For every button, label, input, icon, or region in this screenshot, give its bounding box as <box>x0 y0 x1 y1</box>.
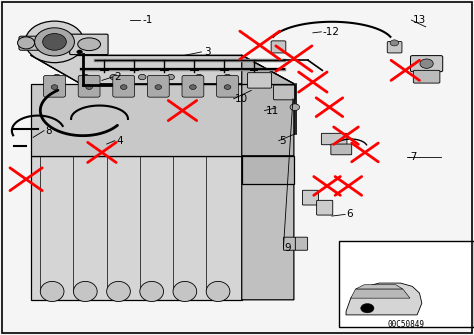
FancyBboxPatch shape <box>283 237 296 250</box>
Text: 3: 3 <box>204 47 210 57</box>
Ellipse shape <box>140 281 164 302</box>
Circle shape <box>195 74 203 80</box>
Circle shape <box>190 85 196 89</box>
Polygon shape <box>346 283 422 315</box>
Circle shape <box>77 50 82 54</box>
Polygon shape <box>242 55 294 156</box>
Circle shape <box>155 85 162 89</box>
Polygon shape <box>356 285 403 289</box>
Text: 10: 10 <box>235 94 248 104</box>
FancyBboxPatch shape <box>331 144 352 155</box>
Circle shape <box>167 74 174 80</box>
Text: 13: 13 <box>412 15 426 25</box>
Circle shape <box>86 85 92 89</box>
FancyBboxPatch shape <box>44 75 65 97</box>
Ellipse shape <box>40 281 64 302</box>
FancyBboxPatch shape <box>295 237 308 250</box>
Circle shape <box>361 304 374 313</box>
Text: 8: 8 <box>45 126 52 136</box>
Circle shape <box>120 85 127 89</box>
Polygon shape <box>31 84 242 156</box>
Text: 2: 2 <box>114 72 120 82</box>
Text: 5: 5 <box>280 136 286 146</box>
Text: -12: -12 <box>322 27 339 37</box>
Polygon shape <box>242 156 294 184</box>
FancyBboxPatch shape <box>321 133 347 145</box>
Circle shape <box>224 85 231 89</box>
Text: 11: 11 <box>265 106 279 116</box>
Text: -1: -1 <box>142 15 153 25</box>
Ellipse shape <box>107 281 130 302</box>
Circle shape <box>18 37 35 49</box>
FancyBboxPatch shape <box>273 85 295 100</box>
Text: 9: 9 <box>284 243 291 253</box>
Circle shape <box>420 59 433 68</box>
FancyBboxPatch shape <box>271 41 286 53</box>
FancyBboxPatch shape <box>410 56 443 72</box>
Ellipse shape <box>78 38 100 51</box>
Circle shape <box>390 40 399 46</box>
Circle shape <box>51 85 58 89</box>
Polygon shape <box>31 55 294 84</box>
FancyBboxPatch shape <box>247 73 272 88</box>
FancyBboxPatch shape <box>19 36 50 50</box>
FancyBboxPatch shape <box>182 75 204 97</box>
Circle shape <box>138 74 146 80</box>
Text: -7: -7 <box>408 152 418 162</box>
Ellipse shape <box>173 281 197 302</box>
Polygon shape <box>351 289 410 298</box>
FancyBboxPatch shape <box>217 75 238 97</box>
Polygon shape <box>242 156 294 300</box>
Text: 6: 6 <box>346 209 353 219</box>
FancyBboxPatch shape <box>70 34 108 55</box>
Circle shape <box>110 74 118 80</box>
FancyBboxPatch shape <box>147 75 169 97</box>
FancyBboxPatch shape <box>387 42 402 53</box>
FancyBboxPatch shape <box>339 241 474 327</box>
Circle shape <box>290 104 300 111</box>
Circle shape <box>25 21 84 63</box>
FancyBboxPatch shape <box>78 75 100 97</box>
Circle shape <box>224 74 231 80</box>
Circle shape <box>35 28 74 56</box>
Circle shape <box>43 34 66 50</box>
FancyBboxPatch shape <box>113 75 135 97</box>
Text: 00C50849: 00C50849 <box>388 321 425 329</box>
Circle shape <box>53 74 61 80</box>
Ellipse shape <box>206 281 230 302</box>
FancyBboxPatch shape <box>302 190 319 205</box>
FancyBboxPatch shape <box>317 200 333 215</box>
Text: 4: 4 <box>116 136 123 146</box>
Ellipse shape <box>73 281 97 302</box>
Circle shape <box>82 74 89 80</box>
FancyBboxPatch shape <box>413 70 440 83</box>
Polygon shape <box>31 156 242 300</box>
